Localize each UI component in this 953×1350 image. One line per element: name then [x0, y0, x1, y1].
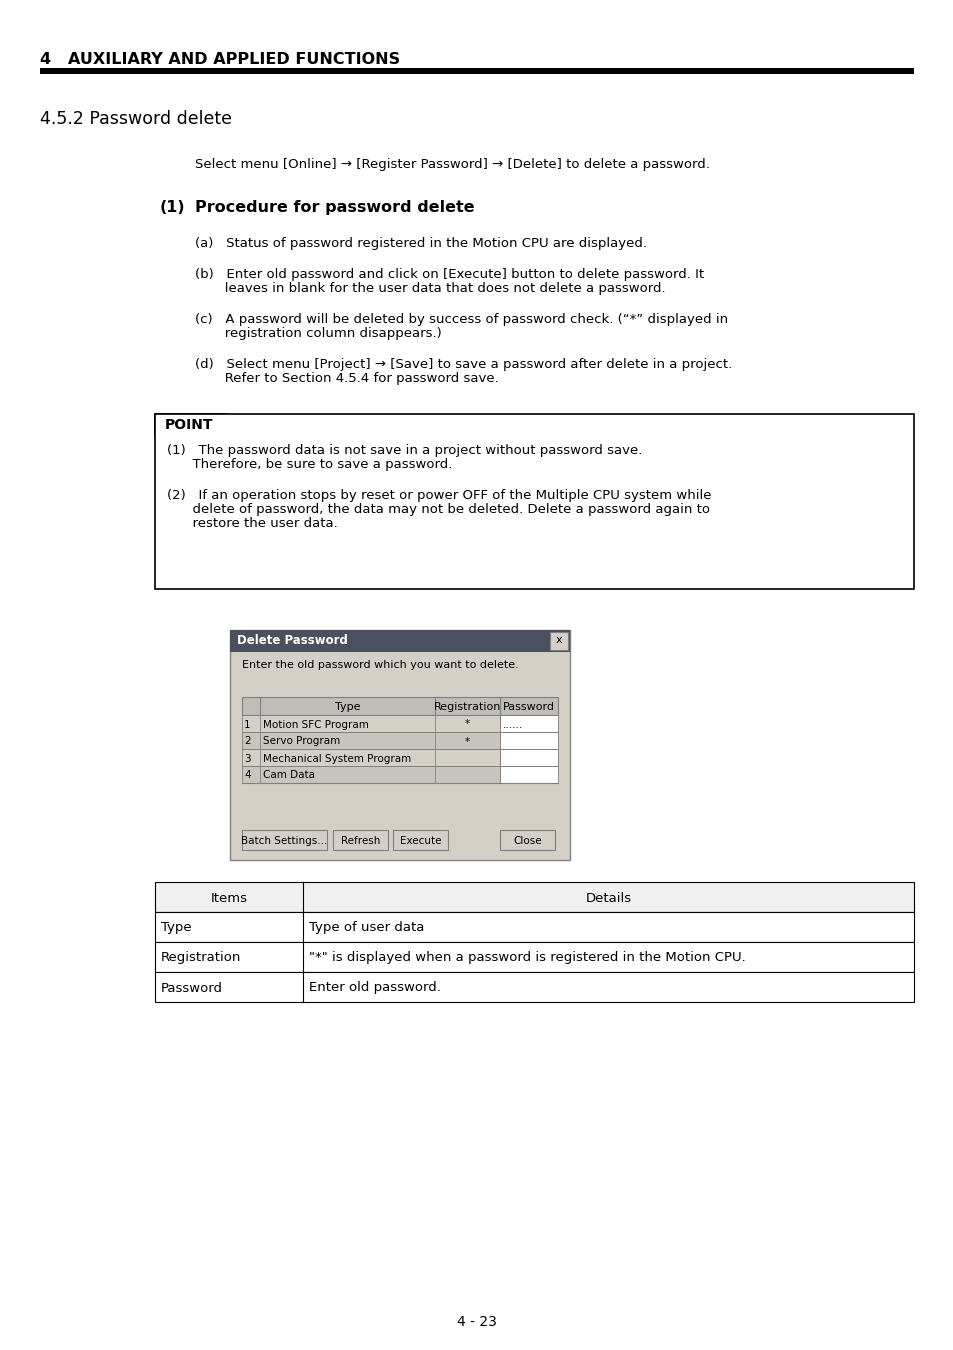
- Bar: [156, 435, 226, 436]
- Text: leaves in blank for the user data that does not delete a password.: leaves in blank for the user data that d…: [194, 282, 665, 296]
- Text: (1): (1): [160, 200, 186, 215]
- Text: (c)   A password will be deleted by success of password check. (“*” displayed in: (c) A password will be deleted by succes…: [194, 313, 727, 325]
- Text: Registration: Registration: [161, 952, 241, 964]
- Bar: [393, 830, 448, 850]
- Bar: [242, 716, 558, 732]
- Text: Batch Settings...: Batch Settings...: [241, 836, 327, 846]
- Bar: [242, 697, 558, 716]
- Bar: [242, 732, 558, 749]
- Text: 4: 4: [244, 771, 251, 780]
- Text: 2: 2: [244, 737, 251, 747]
- Text: (2)   If an operation stops by reset or power OFF of the Multiple CPU system whi: (2) If an operation stops by reset or po…: [167, 489, 711, 502]
- Text: POINT: POINT: [165, 418, 213, 432]
- Text: *: *: [464, 737, 470, 747]
- Text: Items: Items: [211, 891, 247, 904]
- Text: Refresh: Refresh: [340, 836, 380, 846]
- Text: Enter the old password which you want to delete.: Enter the old password which you want to…: [242, 660, 518, 670]
- Text: delete of password, the data may not be deleted. Delete a password again to: delete of password, the data may not be …: [167, 504, 709, 516]
- Text: Delete Password: Delete Password: [236, 634, 348, 647]
- Text: Password: Password: [161, 981, 223, 995]
- Text: ......: ......: [502, 720, 522, 729]
- Text: Close: Close: [513, 836, 541, 846]
- Bar: [154, 882, 913, 913]
- Text: 4 - 23: 4 - 23: [456, 1315, 497, 1328]
- Text: "*" is displayed when a password is registered in the Motion CPU.: "*" is displayed when a password is regi…: [309, 952, 745, 964]
- Bar: [333, 830, 388, 850]
- Text: (a)   Status of password registered in the Motion CPU are displayed.: (a) Status of password registered in the…: [194, 238, 646, 250]
- Text: (1)   The password data is not save in a project without password save.: (1) The password data is not save in a p…: [167, 444, 641, 458]
- Bar: [154, 942, 913, 972]
- Text: Select menu [Online] → [Register Password] → [Delete] to delete a password.: Select menu [Online] → [Register Passwor…: [194, 158, 709, 171]
- Bar: [550, 632, 567, 649]
- Text: Refer to Section 4.5.4 for password save.: Refer to Section 4.5.4 for password save…: [194, 373, 498, 385]
- Bar: [230, 630, 569, 652]
- Text: *: *: [464, 720, 470, 729]
- Text: (d)   Select menu [Project] → [Save] to save a password after delete in a projec: (d) Select menu [Project] → [Save] to sa…: [194, 358, 732, 371]
- Text: Enter old password.: Enter old password.: [309, 981, 440, 995]
- Bar: [499, 830, 555, 850]
- Bar: [154, 414, 227, 436]
- Bar: [154, 972, 913, 1002]
- Text: (b)   Enter old password and click on [Execute] button to delete password. It: (b) Enter old password and click on [Exe…: [194, 269, 703, 281]
- Bar: [499, 716, 558, 732]
- Bar: [154, 414, 913, 589]
- Text: Password: Password: [502, 702, 555, 711]
- Text: 3: 3: [244, 753, 251, 764]
- Text: Mechanical System Program: Mechanical System Program: [263, 753, 411, 764]
- Bar: [499, 732, 558, 749]
- Text: 4   AUXILIARY AND APPLIED FUNCTIONS: 4 AUXILIARY AND APPLIED FUNCTIONS: [40, 53, 399, 68]
- Text: Cam Data: Cam Data: [263, 771, 314, 780]
- Text: 1: 1: [244, 720, 251, 729]
- Text: restore the user data.: restore the user data.: [167, 517, 337, 531]
- Bar: [242, 830, 327, 850]
- Bar: [242, 765, 558, 783]
- Text: Details: Details: [585, 891, 631, 904]
- Bar: [499, 749, 558, 765]
- Text: Therefore, be sure to save a password.: Therefore, be sure to save a password.: [167, 458, 452, 471]
- Text: registration column disappears.): registration column disappears.): [194, 327, 441, 340]
- Bar: [40, 68, 913, 74]
- Bar: [242, 749, 558, 765]
- Text: Execute: Execute: [399, 836, 441, 846]
- Text: 4.5.2 Password delete: 4.5.2 Password delete: [40, 109, 232, 128]
- Text: Motion SFC Program: Motion SFC Program: [263, 720, 369, 729]
- Text: Type: Type: [335, 702, 360, 711]
- Bar: [499, 765, 558, 783]
- Text: x: x: [555, 634, 561, 645]
- Text: Type of user data: Type of user data: [309, 922, 424, 934]
- Text: Procedure for password delete: Procedure for password delete: [194, 200, 475, 215]
- Bar: [230, 630, 569, 860]
- Text: Type: Type: [161, 922, 192, 934]
- Text: Registration: Registration: [434, 702, 500, 711]
- Bar: [154, 913, 913, 942]
- Text: Servo Program: Servo Program: [263, 737, 340, 747]
